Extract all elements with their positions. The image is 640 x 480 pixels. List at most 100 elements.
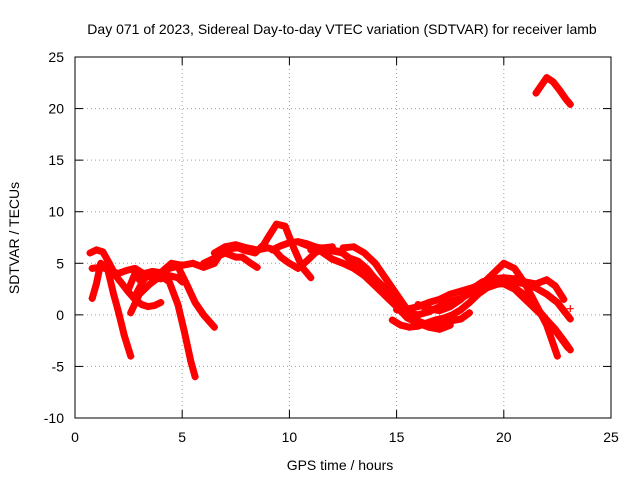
data-point-marker <box>500 274 508 282</box>
data-point-marker <box>371 259 379 267</box>
data-point-marker <box>339 244 347 252</box>
data-point-marker <box>500 259 508 267</box>
data-point-marker <box>189 259 197 267</box>
data-point-marker <box>478 278 486 286</box>
data-point-marker <box>414 322 422 330</box>
data-point-marker <box>232 241 240 249</box>
data-point-marker <box>397 306 405 314</box>
data-point-marker <box>543 316 551 324</box>
x-tick-label: 25 <box>603 429 619 445</box>
data-point-marker <box>360 268 368 276</box>
data-point-marker <box>277 253 285 261</box>
data-point-marker <box>131 270 139 278</box>
data-point-marker <box>521 278 529 286</box>
data-point-marker <box>191 373 199 381</box>
y-tick-label: 15 <box>48 152 64 168</box>
data-point-marker <box>440 314 448 322</box>
data-point-marker <box>465 298 473 306</box>
data-point-marker <box>371 282 379 290</box>
data-point-marker <box>157 298 165 306</box>
data-point-marker <box>86 249 94 257</box>
data-point-marker <box>281 222 289 230</box>
data-point-marker <box>118 280 126 288</box>
data-point-marker <box>538 80 546 88</box>
data-point-marker <box>273 220 281 228</box>
data-point-marker <box>247 259 255 267</box>
data-point-marker <box>88 264 96 272</box>
data-point-marker <box>114 270 122 278</box>
axis-ticks: 0 5 10 15 20 25 -10 -5 0 5 10 15 20 25 <box>44 49 619 445</box>
data-point-marker <box>88 294 96 302</box>
data-point-marker <box>521 295 529 303</box>
data-point-marker <box>285 239 293 247</box>
data-point-marker <box>268 246 276 254</box>
data-point-marker <box>532 280 540 288</box>
data-point-marker <box>146 280 154 288</box>
data-point-marker <box>549 78 557 86</box>
data-point-marker <box>182 280 190 288</box>
data-point-marker <box>553 329 561 337</box>
data-point-marker <box>388 316 396 324</box>
data-point-marker <box>253 263 261 271</box>
data-point-marker <box>277 242 285 250</box>
data-point-marker <box>148 268 156 276</box>
chart-title: Day 071 of 2023, Sidereal Day-to-day VTE… <box>87 21 597 37</box>
data-point-marker <box>360 249 368 257</box>
data-point-marker <box>564 344 572 352</box>
data-point-marker <box>551 282 559 290</box>
data-point-marker <box>157 270 165 278</box>
data-point-marker <box>405 323 413 331</box>
data-series <box>86 74 574 381</box>
data-point-marker <box>468 285 476 293</box>
data-point-marker <box>371 275 379 283</box>
x-tick-label: 5 <box>178 429 186 445</box>
x-tick-label: 20 <box>496 429 512 445</box>
data-point-marker <box>448 311 456 319</box>
data-point-marker <box>382 275 390 283</box>
y-tick-label: 10 <box>48 204 64 220</box>
data-point-marker <box>500 280 508 288</box>
data-point-marker <box>92 246 100 254</box>
data-point-marker <box>140 276 148 284</box>
data-point-marker <box>405 305 413 313</box>
plot-frame <box>74 56 612 419</box>
y-tick-label: 25 <box>48 49 64 65</box>
data-point-marker <box>446 290 454 298</box>
series-trace <box>489 280 572 352</box>
data-point-marker <box>457 315 465 323</box>
data-point-marker <box>457 295 465 303</box>
data-point-marker <box>114 306 122 314</box>
data-point-marker <box>92 280 100 288</box>
data-point-marker <box>264 234 272 241</box>
data-point-marker <box>465 309 473 317</box>
data-point-marker <box>131 292 139 300</box>
data-point-marker <box>339 259 347 267</box>
data-point-marker <box>137 301 145 309</box>
data-point-marker <box>174 301 182 309</box>
data-point-marker <box>221 243 229 251</box>
series-arc-18 <box>489 280 572 352</box>
data-point-marker <box>120 331 128 339</box>
data-point-marker <box>435 295 443 303</box>
data-point-marker <box>543 74 551 82</box>
data-point-marker <box>532 89 540 97</box>
data-point-marker <box>431 316 439 324</box>
data-point-marker <box>127 352 135 360</box>
y-tick-label: 5 <box>56 255 64 271</box>
data-point-marker <box>191 298 199 306</box>
series-point-1 <box>566 305 574 313</box>
data-point-marker <box>307 274 315 282</box>
data-point-marker <box>285 259 293 267</box>
data-point-marker <box>122 267 130 275</box>
series-arc-6 <box>131 262 218 331</box>
data-point-marker <box>425 305 433 313</box>
data-point-marker <box>125 285 133 293</box>
data-point-marker <box>566 100 574 108</box>
series-trace <box>131 262 218 331</box>
data-point-marker <box>180 327 188 335</box>
data-point-marker <box>105 265 113 273</box>
data-point-marker <box>566 305 574 313</box>
series-arc-19 <box>532 74 574 108</box>
data-point-marker <box>457 306 465 314</box>
